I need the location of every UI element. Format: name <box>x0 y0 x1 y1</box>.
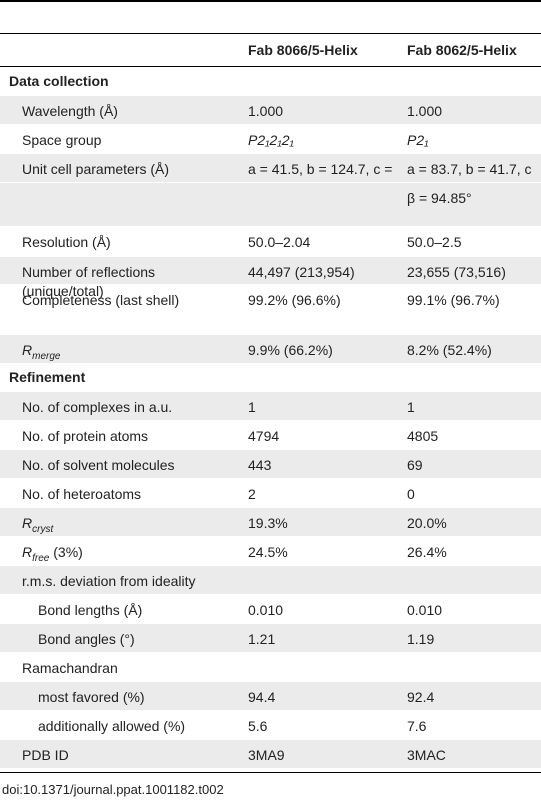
table-row: No. of solvent molecules 443 69 <box>0 450 541 479</box>
cell-value: 20.0% <box>407 515 447 531</box>
cell-value: 1 <box>407 399 415 415</box>
cell-value: 9.9% (66.2%) <box>248 342 333 358</box>
cell-value: 19.3% <box>248 515 288 531</box>
text-segment: R <box>22 342 33 358</box>
table-row: Space group P2₁2₁2₁ P2₁ <box>0 125 541 154</box>
text-segment: merge <box>32 350 61 362</box>
cell-value: β = 94.85° <box>407 190 472 206</box>
row-label: Ramachandran <box>22 660 118 676</box>
column-header: Fab 8066/5-Helix <box>248 42 358 58</box>
row-label: No. of heteroatoms <box>22 486 142 502</box>
table-row: β = 94.85° <box>0 183 541 227</box>
section-row: Data collection <box>0 68 541 96</box>
cell-value: 1 <box>248 399 256 415</box>
table-row: most favored (%) 94.4 92.4 <box>0 682 541 711</box>
row-label: Bond lengths (Å) <box>38 602 143 618</box>
cell-value: 4794 <box>248 428 280 444</box>
cell-value: 50.0–2.5 <box>407 234 462 250</box>
cell-value: 3MAC <box>407 747 446 763</box>
text-segment: free <box>32 552 50 564</box>
text-segment: (3%) <box>49 544 83 560</box>
row-label: No. of protein atoms <box>22 428 149 444</box>
cell-value: 8.2% (52.4%) <box>407 342 492 358</box>
cell-value: 1.21 <box>248 631 276 647</box>
cell-value: 99.2% (96.6%) <box>248 292 341 308</box>
footer: doi:10.1371/journal.ppat.1001182.t002 <box>2 782 224 797</box>
table-row: No. of heteroatoms 2 0 <box>0 479 541 508</box>
row-label: Resolution (Å) <box>22 234 111 250</box>
cell-value: 0.010 <box>407 602 443 618</box>
cell-value: 7.6 <box>407 718 427 734</box>
cell-value: 94.4 <box>248 689 276 705</box>
table-row: Completeness (last shell) 99.2% (96.6%) 99… <box>0 285 541 335</box>
cell-value: 50.0–2.04 <box>248 234 311 250</box>
cell-value: 2 <box>248 486 256 502</box>
section-title: Refinement <box>9 369 86 385</box>
table-row: r.m.s. deviation from ideality <box>0 566 541 595</box>
row-label: Number of reflections (unique/total) <box>22 264 156 299</box>
cell-value: 5.6 <box>248 718 268 734</box>
row-label: most favored (%) <box>38 689 145 705</box>
row-label: Rcryst <box>22 514 237 535</box>
bottom-rule <box>0 772 541 773</box>
table-row: Unit cell parameters (Å) a = 41.5, b = 12… <box>0 154 541 196</box>
table-row: Number of reflections (unique/total) 44,4… <box>0 257 541 299</box>
row-label: Rfree (3%) <box>22 543 237 564</box>
cell-value: 99.1% (96.7%) <box>407 292 500 308</box>
table-row: Ramachandran <box>0 653 541 682</box>
header-rule <box>0 33 541 34</box>
row-label: Completeness (last shell) <box>22 292 180 308</box>
table-row: additionally allowed (%) 5.6 7.6 <box>0 711 541 740</box>
cell-value: 26.4% <box>407 544 447 560</box>
table-row: Bond angles (°) 1.21 1.19 <box>0 624 541 653</box>
table-row: Rfree (3%) 24.5% 26.4% <box>0 537 541 566</box>
cell-value: 44,497 (213,954) <box>248 264 355 280</box>
table-row: Resolution (Å) 50.0–2.04 50.0–2.5 <box>0 227 541 257</box>
cell-value: P2₁ <box>407 132 429 148</box>
row-label: Space group <box>22 132 102 148</box>
row-label: additionally allowed (%) <box>38 718 186 734</box>
row-label: PDB ID <box>22 747 69 763</box>
row-label: No. of solvent molecules <box>22 457 175 473</box>
row-label: Unit cell parameters (Å) <box>22 161 170 177</box>
cell-value: 23,655 (73,516) <box>407 264 506 280</box>
table-row: Bond lengths (Å) 0.010 0.010 <box>0 595 541 624</box>
cell-value: 4805 <box>407 428 439 444</box>
cell-value: 1.000 <box>407 103 443 119</box>
cell-value: 3MA9 <box>248 747 285 763</box>
cell-value: 69 <box>407 457 423 473</box>
row-label: Wavelength (Å) <box>22 103 118 119</box>
cell-value: P2₁2₁2₁ <box>248 132 294 148</box>
section-row: Refinement <box>0 364 541 392</box>
table-row: No. of complexes in a.u. 1 1 <box>0 392 541 421</box>
table-row: Rmerge 9.9% (66.2%) 8.2% (52.4%) <box>0 335 541 364</box>
top-rule <box>0 0 541 2</box>
row-label: Rmerge <box>22 341 237 362</box>
row-label: No. of complexes in a.u. <box>22 399 173 415</box>
text-segment: R <box>22 515 33 531</box>
cell-value: 1.19 <box>407 631 435 647</box>
text-segment: cryst <box>32 523 54 535</box>
table-row: Rcryst 19.3% 20.0% <box>0 508 541 537</box>
table-row: Wavelength (Å) 1.000 1.000 <box>0 96 541 125</box>
row-label: Bond angles (°) <box>38 631 135 647</box>
cell-value: 0 <box>407 486 415 502</box>
cell-value: 24.5% <box>248 544 288 560</box>
table-row: No. of protein atoms 4794 4805 <box>0 421 541 450</box>
header-bottom-rule <box>0 66 541 67</box>
cell-value: 443 <box>248 457 272 473</box>
text-segment: R <box>22 544 33 560</box>
section-title: Data collection <box>9 73 109 89</box>
cell-value: 1.000 <box>248 103 284 119</box>
row-label: r.m.s. deviation from ideality <box>22 573 196 589</box>
cell-value: 92.4 <box>407 689 435 705</box>
column-header: Fab 8062/5-Helix <box>407 42 517 58</box>
cell-value: 0.010 <box>248 602 284 618</box>
table-row: PDB ID 3MA9 3MAC <box>0 740 541 769</box>
